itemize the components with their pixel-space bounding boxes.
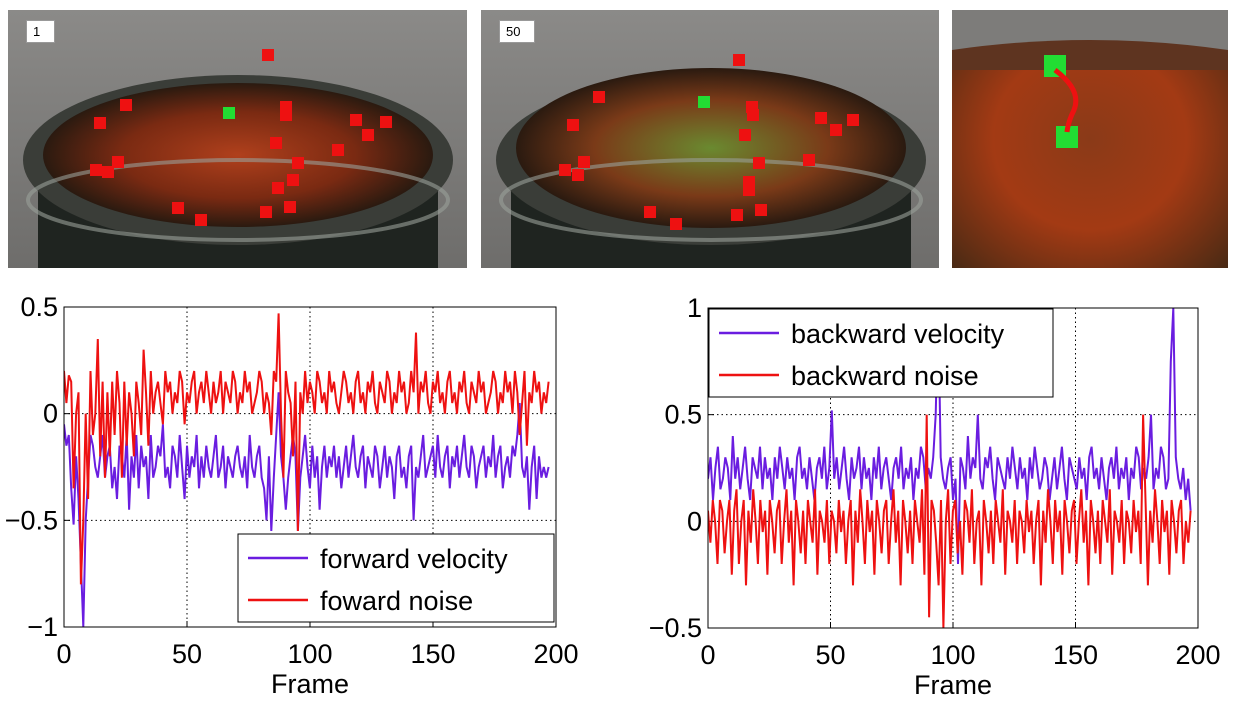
track-marker-red [567,119,579,131]
track-marker-red [272,182,284,194]
x-tick-label: 50 [172,639,202,669]
x-tick-label: 200 [533,639,578,669]
y-tick-label: −0.5 [5,505,58,535]
x-tick-label: 150 [1053,640,1098,670]
track-marker-red [380,116,392,128]
series-line-backward-noise [708,414,1192,628]
photo-frame-1: 1 [8,10,467,268]
track-marker-red [94,117,106,129]
track-marker-red [830,124,842,136]
legend: forward velocity foward noise [237,533,555,623]
legend-entry: forward velocity [320,544,508,574]
track-marker-red [644,206,656,218]
track-marker-red [559,164,571,176]
seedling-closeup-image [952,10,1228,268]
track-marker-red [803,154,815,166]
track-marker-red [593,91,605,103]
y-tick-label: 0 [43,399,58,429]
y-tick-label: −0.5 [649,613,702,643]
track-marker-red [815,112,827,124]
y-tick-label: 0.5 [20,292,58,322]
y-tick-label: −1 [27,612,58,642]
track-marker-red [270,137,282,149]
series-line-forward-velocity [64,392,550,627]
track-marker-red [102,166,114,178]
y-tick-label: 0 [687,506,702,536]
track-marker-red [362,129,374,141]
legend-entry: backward velocity [791,319,1005,349]
track-marker-red [120,99,132,111]
track-marker-red [743,184,755,196]
x-tick-label: 0 [56,639,71,669]
y-tick-label: 0.5 [664,400,702,430]
legend-box [708,308,1054,398]
track-marker-red [731,209,743,221]
track-marker-red [260,206,272,218]
track-end-marker [1056,126,1078,148]
x-tick-label: 100 [930,640,975,670]
backward-chart: 0 50 100 150 200 −0.5 0 0.5 1 Frame backward veloc… [630,276,1238,705]
track-marker-red [287,174,299,186]
track-marker-red [670,218,682,230]
legend-box [237,533,555,623]
legend-entry: foward noise [320,586,473,616]
track-marker-red [195,214,207,226]
track-marker-red [733,54,745,66]
track-marker-red [172,202,184,214]
x-tick-label: 100 [287,639,332,669]
forward-chart: 0 50 100 150 200 −1 −0.5 0 0.5 Frame forward veloc… [0,276,600,705]
photo-frame-50: 50 [481,10,939,268]
seedling-jar-image-2 [481,10,939,268]
legend-entry: backward noise [791,361,979,391]
track-marker-green [223,107,235,119]
track-marker-red [578,156,590,168]
track-marker-red [292,157,304,169]
plot-frame [707,307,1199,629]
forward-chart-svg: 0 50 100 150 200 −1 −0.5 0 0.5 Frame forward veloc… [5,292,579,699]
y-tick-label: 1 [687,293,702,323]
track-marker-red [753,157,765,169]
x-tick-label: 150 [410,639,455,669]
seedling-jar-image-1 [8,10,467,268]
track-marker-red [572,169,584,181]
track-marker-red [755,204,767,216]
frame-number-label: 1 [26,20,56,43]
track-marker-red [280,109,292,121]
x-tick-label: 50 [815,640,845,670]
track-marker-green [698,96,710,108]
legend: backward velocity backward noise [708,308,1054,398]
track-marker-red [284,201,296,213]
track-marker-red [112,156,124,168]
track-path [1053,67,1079,133]
track-marker-red [262,49,274,61]
series-line-foward-noise [64,313,550,585]
track-marker-red [847,114,859,126]
x-axis-title: Frame [914,670,992,700]
x-tick-label: 0 [700,640,715,670]
x-tick-label: 200 [1175,640,1220,670]
series-line-backward-velocity [708,308,1192,565]
track-marker-red [90,164,102,176]
x-axis-title: Frame [271,669,349,699]
track-marker-red [739,129,751,141]
track-marker-red [747,109,759,121]
track-marker-red [332,144,344,156]
photo-zoom-crop [952,10,1228,268]
track-marker-red [350,114,362,126]
plot-frame [63,306,557,628]
frame-number-label: 50 [499,20,536,43]
